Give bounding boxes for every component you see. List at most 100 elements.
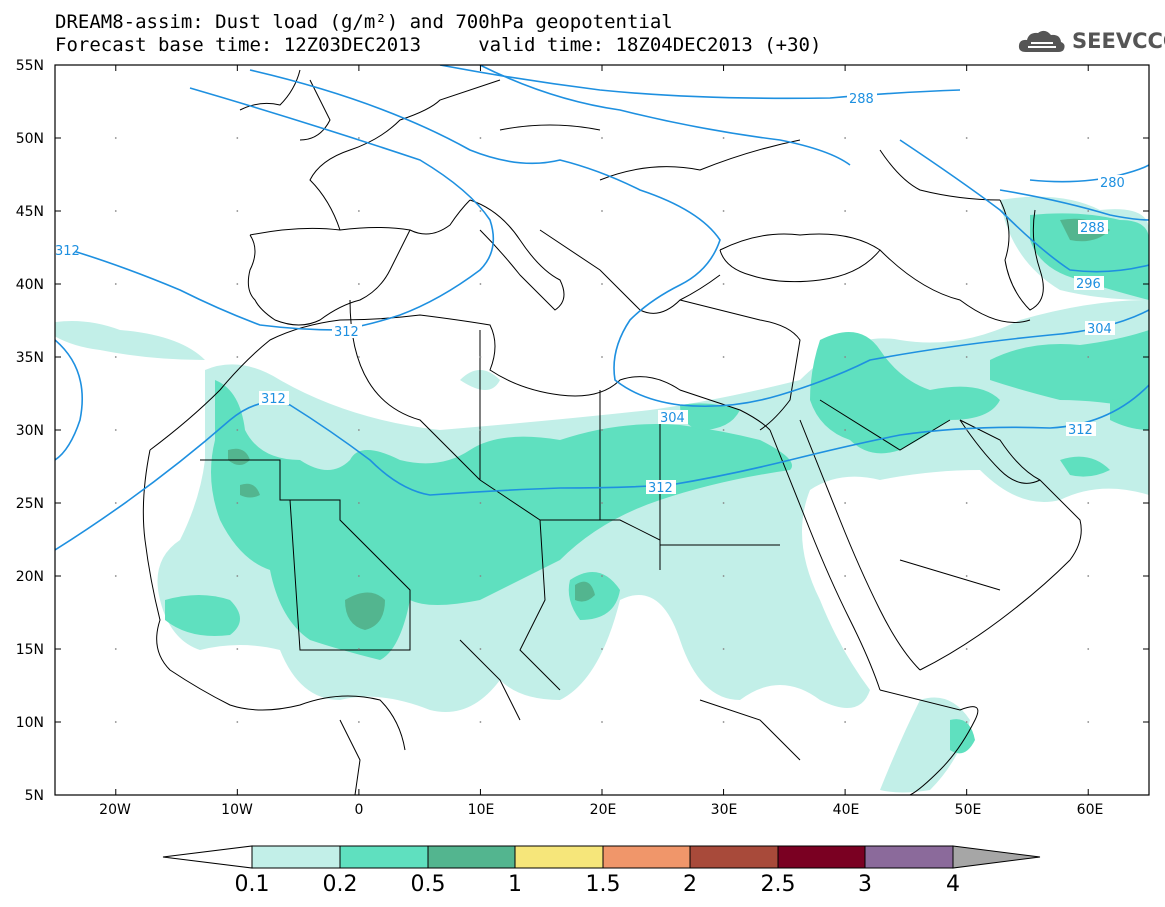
contour-label: 312 — [648, 481, 673, 496]
graticule-dot — [358, 210, 360, 212]
lon-tick-label: 20W — [99, 802, 131, 818]
lon-tick-label: 30E — [711, 802, 738, 818]
lon-tick-label: 0 — [355, 802, 364, 818]
graticule-dot — [601, 502, 603, 504]
graticule-dot — [966, 648, 968, 650]
graticule-dot — [844, 648, 846, 650]
latitude-labels: 55N 50N 45N 40N 35N 30N 25N 20N 15N 10N … — [16, 58, 44, 804]
graticule-dot — [723, 502, 725, 504]
graticule-dot — [844, 356, 846, 358]
colorbar-low-arrow — [163, 846, 252, 868]
graticule-dot — [358, 283, 360, 285]
graticule-dot — [966, 502, 968, 504]
graticule-dot — [966, 429, 968, 431]
lon-tick-label: 10E — [468, 802, 495, 818]
colorbar-label: 2 — [683, 872, 697, 897]
graticule-dot — [1087, 575, 1089, 577]
graticule-dot — [601, 575, 603, 577]
graticule-dot — [115, 721, 117, 723]
graticule-dot — [115, 648, 117, 650]
contour-label: 312 — [55, 244, 80, 259]
graticule-dot — [601, 210, 603, 212]
graticule-dot — [1087, 502, 1089, 504]
graticule-dot — [723, 429, 725, 431]
graticule-dot — [358, 575, 360, 577]
contour-label: 288 — [1080, 221, 1105, 236]
graticule-dot — [480, 721, 482, 723]
graticule-dot — [236, 721, 238, 723]
colorbar-swatch — [428, 846, 515, 868]
graticule-dot — [236, 283, 238, 285]
lon-tick-label: 10W — [221, 802, 253, 818]
graticule-dot — [966, 137, 968, 139]
lat-tick-label: 40N — [16, 277, 44, 293]
graticule-dot — [358, 429, 360, 431]
graticule-dot — [358, 721, 360, 723]
colorbar-label: 2.5 — [761, 872, 796, 897]
graticule-dot — [480, 575, 482, 577]
contour-label: 312 — [1068, 423, 1093, 438]
graticule-dot — [1087, 210, 1089, 212]
graticule-dot — [723, 283, 725, 285]
lat-tick-label: 30N — [16, 423, 44, 439]
graticule-dot — [115, 575, 117, 577]
graticule-dot — [115, 429, 117, 431]
graticule-dot — [601, 721, 603, 723]
graticule-dot — [1087, 283, 1089, 285]
graticule-dot — [115, 283, 117, 285]
graticule-dot — [358, 502, 360, 504]
graticule-dot — [601, 356, 603, 358]
graticule-dot — [601, 137, 603, 139]
colorbar-swatch — [252, 846, 340, 868]
graticule-dot — [480, 356, 482, 358]
colorbar-swatch — [515, 846, 603, 868]
colorbar-high-arrow — [953, 846, 1040, 868]
graticule-dot — [844, 210, 846, 212]
colorbar-label: 0.1 — [235, 872, 270, 897]
colorbar-swatch — [340, 846, 428, 868]
graticule-dot — [723, 648, 725, 650]
graticule-dot — [358, 648, 360, 650]
graticule-dot — [723, 356, 725, 358]
longitude-labels: 20W 10W 0 10E 20E 30E 40E 50E 60E — [99, 802, 1103, 818]
graticule-dot — [966, 575, 968, 577]
graticule-dot — [1087, 429, 1089, 431]
lat-tick-label: 25N — [16, 496, 44, 512]
lat-tick-label: 10N — [16, 715, 44, 731]
graticule-dot — [844, 502, 846, 504]
graticule-dot — [236, 137, 238, 139]
contour-label: 312 — [334, 325, 359, 340]
graticule-dot — [723, 721, 725, 723]
graticule-dot — [236, 429, 238, 431]
graticule-dot — [236, 502, 238, 504]
colorbar-swatch — [865, 846, 953, 868]
graticule-dot — [844, 721, 846, 723]
graticule-dot — [480, 283, 482, 285]
graticule-dot — [601, 429, 603, 431]
colorbar-swatch — [690, 846, 778, 868]
graticule-dot — [115, 210, 117, 212]
graticule-dot — [236, 575, 238, 577]
lat-tick-label: 15N — [16, 642, 44, 658]
graticule-dot — [844, 575, 846, 577]
colorbar — [163, 846, 1040, 868]
graticule-dot — [480, 210, 482, 212]
graticule-dot — [966, 356, 968, 358]
graticule-dot — [480, 137, 482, 139]
lat-tick-label: 20N — [16, 569, 44, 585]
graticule-dot — [1087, 137, 1089, 139]
colorbar-labels: 0.1 0.2 0.5 1 1.5 2 2.5 3 4 — [235, 872, 961, 897]
graticule-dot — [844, 429, 846, 431]
graticule-dot — [966, 283, 968, 285]
contour-label: 304 — [1087, 322, 1112, 337]
graticule-dot — [1087, 356, 1089, 358]
graticule-dot — [480, 502, 482, 504]
colorbar-label: 1 — [508, 872, 522, 897]
lon-tick-label: 20E — [590, 802, 617, 818]
colorbar-label: 1.5 — [586, 872, 621, 897]
colorbar-label: 3 — [858, 872, 872, 897]
lon-tick-label: 60E — [1077, 802, 1104, 818]
colorbar-label: 0.2 — [323, 872, 358, 897]
graticule-dot — [601, 283, 603, 285]
graticule-dot — [236, 356, 238, 358]
